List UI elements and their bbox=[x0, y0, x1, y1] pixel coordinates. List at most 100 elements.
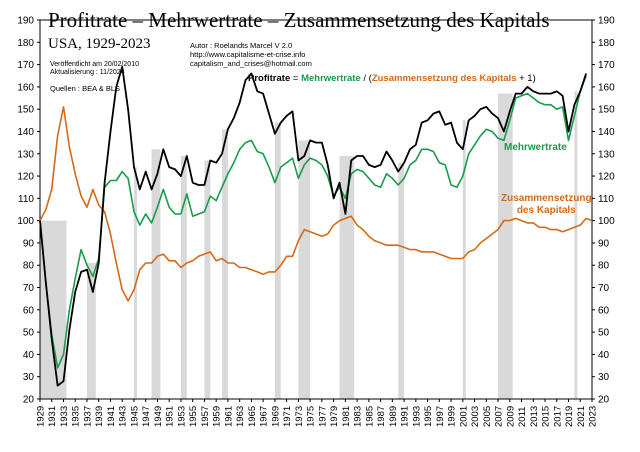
plot-frame bbox=[39, 19, 593, 400]
y-tick-label-left-180: 180 bbox=[17, 38, 34, 49]
x-tick-label-1949: 1949 bbox=[153, 406, 164, 427]
y-tick-label-right-80: 80 bbox=[598, 261, 610, 272]
y-tick-label-left-150: 150 bbox=[17, 105, 34, 116]
recession-band-1 bbox=[86, 263, 96, 399]
x-tick-label-1973: 1973 bbox=[294, 406, 305, 427]
y-tick-label-left-60: 60 bbox=[23, 305, 35, 316]
series-line-1 bbox=[39, 75, 587, 369]
x-tick-label-1971: 1971 bbox=[282, 406, 293, 427]
formula-eq: = bbox=[290, 73, 302, 84]
x-tick-label-1987: 1987 bbox=[376, 406, 387, 427]
y-tick-label-right-70: 70 bbox=[598, 283, 610, 294]
formula-profit: Profitrate bbox=[248, 73, 291, 84]
y-tick-label-right-140: 140 bbox=[598, 127, 615, 138]
y-tick-label-left-120: 120 bbox=[17, 172, 34, 183]
recession-band-7 bbox=[274, 122, 281, 399]
x-tick-label-1941: 1941 bbox=[106, 406, 117, 427]
y-tick-label-right-90: 90 bbox=[598, 238, 610, 249]
x-tick-label-2005: 2005 bbox=[482, 406, 493, 427]
y-tick-label-right-30: 30 bbox=[598, 372, 610, 383]
y-tick-label-right-120: 120 bbox=[598, 172, 615, 183]
recession-band-5 bbox=[204, 160, 211, 399]
series-line-2 bbox=[39, 106, 593, 302]
recession-band-0 bbox=[40, 220, 67, 399]
recession-bands bbox=[40, 91, 578, 399]
y-tick-label-right-60: 60 bbox=[598, 305, 610, 316]
composition-label-line1: Zusammensetzung bbox=[501, 193, 592, 204]
tick-labels: 20 20 30 30 40 40 50 50 60 60 70 70 80 80 90 90 100 100 11… bbox=[17, 16, 615, 428]
y-tick-label-right-190: 190 bbox=[598, 16, 615, 27]
y-tick-label-right-20: 20 bbox=[598, 395, 610, 406]
formula-composition: Zusammensetzung des Kapitals bbox=[371, 73, 517, 84]
x-tick-label-1997: 1997 bbox=[435, 406, 446, 427]
x-tick-label-1931: 1931 bbox=[47, 406, 58, 427]
author-name: Autor : Roelandts Marcel V 2.0 bbox=[190, 41, 293, 50]
chart-title: Profitrate – Mehrwertrate – Zusammensetz… bbox=[48, 8, 550, 32]
recession-band-10 bbox=[398, 162, 405, 399]
recession-band-12 bbox=[498, 93, 513, 399]
author-website: http://www.capitalisme-et-crise.info bbox=[190, 50, 306, 59]
y-tick-label-left-110: 110 bbox=[18, 194, 34, 205]
formula-surplus: Mehrwertrate bbox=[301, 73, 361, 84]
x-tick-label-2009: 2009 bbox=[505, 406, 516, 427]
y-tick-label-left-70: 70 bbox=[23, 283, 35, 294]
formula-legend: Profitrate = Mehrwertrate / (Zusammenset… bbox=[248, 73, 536, 84]
x-tick-label-2007: 2007 bbox=[494, 406, 505, 427]
x-tick-label-1989: 1989 bbox=[388, 406, 399, 427]
x-tick-label-1967: 1967 bbox=[259, 406, 270, 427]
x-tick-label-1937: 1937 bbox=[82, 406, 93, 427]
surplus-series-label: Mehrwertrate bbox=[504, 142, 567, 153]
x-tick-label-1945: 1945 bbox=[129, 406, 140, 427]
x-tick-label-1995: 1995 bbox=[423, 406, 434, 427]
x-tick-label-2013: 2013 bbox=[529, 406, 540, 427]
author-email: capitalism_and_crises@hotmail.com bbox=[190, 59, 312, 68]
y-tick-label-right-50: 50 bbox=[598, 328, 610, 339]
x-tick-label-1965: 1965 bbox=[247, 406, 258, 427]
recession-band-11 bbox=[462, 120, 466, 399]
recession-band-3 bbox=[151, 149, 161, 399]
x-tick-label-1979: 1979 bbox=[329, 406, 340, 427]
y-tick-label-right-170: 170 bbox=[598, 60, 615, 71]
y-tick-label-left-140: 140 bbox=[17, 127, 34, 138]
axes bbox=[37, 19, 595, 402]
x-tick-label-1947: 1947 bbox=[141, 406, 152, 427]
y-tick-label-left-80: 80 bbox=[23, 261, 35, 272]
y-tick-label-right-130: 130 bbox=[598, 149, 615, 160]
y-tick-label-right-160: 160 bbox=[598, 82, 615, 93]
composition-label-line2: des Kapitals bbox=[516, 205, 576, 216]
y-tick-label-left-90: 90 bbox=[23, 238, 35, 249]
recession-band-6 bbox=[222, 129, 228, 399]
y-tick-label-left-100: 100 bbox=[17, 216, 34, 227]
y-tick-label-right-150: 150 bbox=[598, 105, 615, 116]
published-note: Veröffentlicht am 20/02/2010 bbox=[50, 61, 139, 68]
x-tick-label-1983: 1983 bbox=[353, 406, 364, 427]
y-tick-label-left-160: 160 bbox=[17, 82, 34, 93]
x-tick-label-2001: 2001 bbox=[458, 406, 469, 427]
y-tick-label-right-100: 100 bbox=[598, 216, 615, 227]
x-tick-label-1959: 1959 bbox=[212, 406, 223, 427]
x-tick-label-1981: 1981 bbox=[341, 406, 352, 427]
x-tick-label-1933: 1933 bbox=[59, 406, 70, 427]
series-lines bbox=[39, 65, 593, 387]
x-tick-label-1993: 1993 bbox=[411, 406, 422, 427]
x-tick-label-1999: 1999 bbox=[447, 406, 458, 427]
x-tick-label-2021: 2021 bbox=[576, 406, 587, 427]
author-block: Autor : Roelandts Marcel V 2.0 http://ww… bbox=[190, 41, 312, 68]
series-line-0 bbox=[39, 65, 587, 387]
x-tick-label-1977: 1977 bbox=[317, 406, 328, 427]
x-tick-label-1969: 1969 bbox=[270, 406, 281, 427]
y-tick-label-left-30: 30 bbox=[23, 372, 35, 383]
composition-series-label: Zusammensetzung des Kapitals bbox=[501, 193, 592, 217]
x-tick-label-2019: 2019 bbox=[564, 406, 575, 427]
x-tick-label-2015: 2015 bbox=[541, 406, 552, 427]
y-tick-label-left-20: 20 bbox=[23, 395, 35, 406]
x-tick-label-1943: 1943 bbox=[118, 406, 129, 427]
y-tick-label-left-40: 40 bbox=[23, 350, 35, 361]
x-tick-label-1975: 1975 bbox=[306, 406, 317, 427]
y-tick-label-right-110: 110 bbox=[598, 194, 614, 205]
formula-plus: + 1) bbox=[516, 73, 536, 84]
x-tick-label-2023: 2023 bbox=[588, 406, 599, 427]
x-tick-label-1963: 1963 bbox=[235, 406, 246, 427]
